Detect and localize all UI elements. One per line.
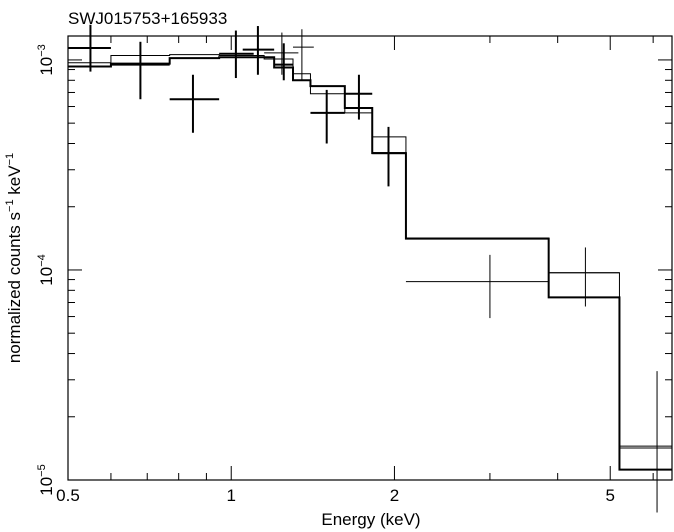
x-tick-label: 5: [605, 486, 614, 505]
data-point: [264, 32, 299, 75]
data-point: [344, 74, 373, 120]
data-point: [169, 74, 220, 133]
x-tick-labels: 0.5 1 2 5: [56, 486, 615, 505]
data-point: [242, 26, 275, 75]
model-step-line-thin: [68, 54, 672, 449]
y-tick-label: 10−5: [36, 464, 56, 495]
model-layer: [68, 54, 672, 471]
y-tick-label: 10−4: [36, 254, 56, 285]
data-point: [372, 126, 406, 187]
data-point: [619, 371, 672, 513]
data-point: [274, 43, 294, 81]
major-ticks: [67, 36, 672, 481]
y-axis-label: normalized counts s−1 keV−1: [4, 153, 24, 363]
data-point: [68, 24, 111, 72]
data-point: [310, 89, 345, 144]
y-tick-labels: 10−3 10−4 10−5: [36, 44, 56, 496]
x-tick-label: 2: [390, 486, 399, 505]
y-tick-label: 10−3: [36, 44, 56, 75]
plot-frame: [67, 35, 673, 481]
x-tick-label: 0.5: [56, 486, 80, 505]
model-step-line-thick: [68, 56, 672, 471]
data-point: [548, 247, 620, 307]
data-point: [293, 29, 314, 81]
data-point: [110, 41, 170, 100]
chart-title: SWJ015753+165933: [68, 9, 227, 28]
points-layer: [68, 24, 672, 513]
minor-ticks: [68, 36, 672, 480]
x-axis-label: Energy (keV): [321, 510, 420, 529]
x-tick-label: 1: [226, 486, 235, 505]
data-point: [219, 30, 254, 79]
data-point: [405, 254, 549, 319]
